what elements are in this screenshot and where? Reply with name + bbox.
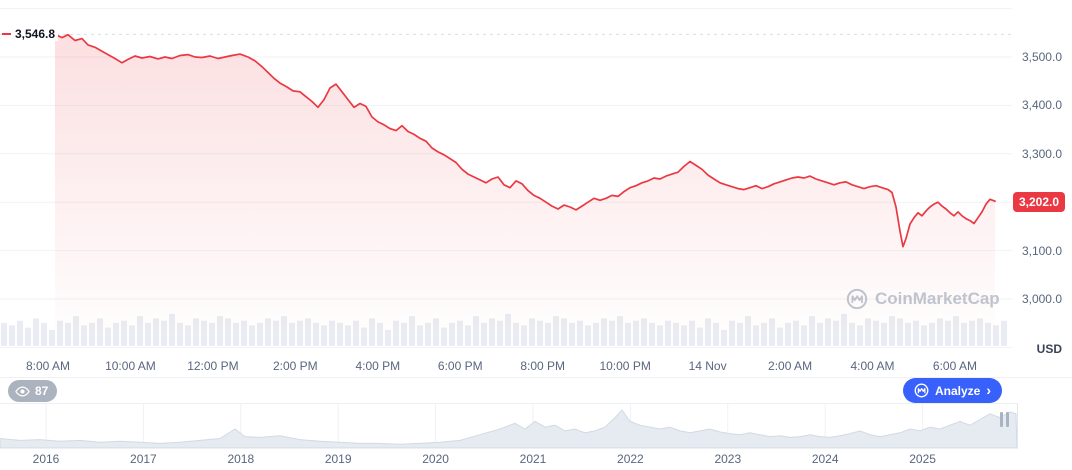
- year-label: 2024: [811, 452, 839, 466]
- open-price-label: 3,546.8: [12, 27, 59, 41]
- watermark-text: CoinMarketCap: [875, 289, 1000, 308]
- x-axis-tick: 2:00 PM: [272, 359, 318, 373]
- y-axis-tick: 3,500.0: [1021, 50, 1062, 64]
- chevron-right-icon: ›: [986, 382, 991, 398]
- year-label: 2021: [519, 452, 547, 466]
- year-label: 2023: [714, 452, 742, 466]
- x-axis-tick: 6:00 AM: [932, 359, 977, 373]
- analyze-label: Analyze: [934, 383, 981, 398]
- x-axis-tick: 2:00 AM: [768, 359, 813, 373]
- watchers-badge: 87: [8, 380, 58, 402]
- year-label: 2022: [617, 452, 644, 466]
- analyze-logo-icon: [914, 383, 929, 398]
- x-axis-tick: 14 Nov: [688, 359, 727, 373]
- y-axis-tick: 3,000.0: [1021, 292, 1062, 306]
- open-price-marker: [2, 33, 11, 35]
- price-line: [54, 33, 996, 248]
- toolbar-divider: [0, 377, 1072, 378]
- year-label: 2020: [422, 452, 449, 466]
- x-axis-tick: 4:00 PM: [355, 359, 401, 373]
- currency-label: USD: [1036, 342, 1062, 356]
- y-axis-tick: 3,400.0: [1021, 98, 1062, 113]
- watchers-count: 87: [35, 384, 49, 398]
- x-axis-tick: 10:00 AM: [105, 359, 156, 373]
- coinmarketcap-logo-icon: [846, 288, 868, 310]
- analyze-button[interactable]: Analyze ›: [902, 378, 1002, 403]
- y-axis-tick: 3,300.0: [1021, 146, 1062, 161]
- x-axis-tick: 4:00 AM: [850, 359, 895, 373]
- eye-icon: [15, 384, 30, 399]
- year-label: 2025: [909, 452, 936, 466]
- navigator-area: [0, 409, 1017, 448]
- x-axis-tick: 10:00 PM: [599, 359, 651, 373]
- x-axis-tick: 8:00 PM: [520, 359, 566, 373]
- price-chart-svg[interactable]: [0, 0, 1012, 356]
- x-axis-tick: 6:00 PM: [437, 359, 483, 373]
- navigator-svg: [0, 404, 1017, 448]
- year-label: 2016: [32, 452, 60, 466]
- current-price-badge: 3,202.0: [1013, 192, 1065, 212]
- navigator-handle[interactable]: [1000, 412, 1009, 427]
- range-navigator[interactable]: [0, 403, 1018, 449]
- year-label: 2017: [130, 452, 157, 466]
- price-area: [55, 34, 995, 351]
- year-label: 2018: [227, 452, 255, 466]
- coinmarketcap-watermark: CoinMarketCap: [846, 288, 1000, 310]
- x-axis-tick: 12:00 PM: [187, 359, 239, 373]
- x-axis-tick: 8:00 AM: [25, 359, 71, 373]
- year-label: 2019: [324, 452, 352, 466]
- y-axis-tick: 3,100.0: [1021, 243, 1062, 258]
